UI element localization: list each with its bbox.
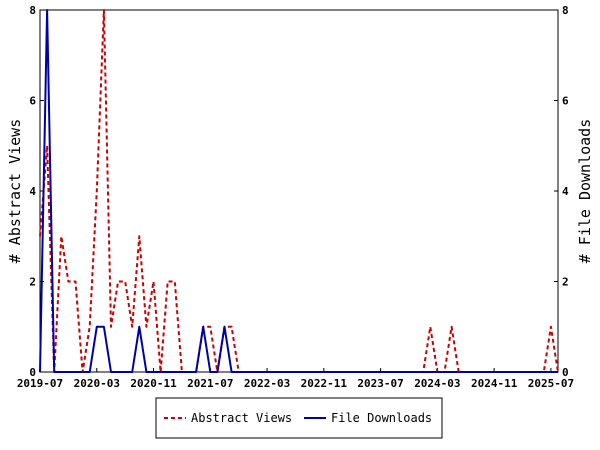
series-line-file-downloads: [39, 9, 558, 373]
y-right-tick-label: 6: [562, 95, 569, 108]
y-right-tick-label: 4: [562, 185, 569, 198]
x-tick-label: 2021-07: [187, 377, 233, 390]
x-tick-label: 2025-07: [528, 377, 574, 390]
y-right-tick-label: 2: [562, 276, 569, 289]
y-left-tick-label: 6: [29, 95, 36, 108]
x-tick-label: 2022-11: [301, 377, 348, 390]
x-tick-label: 2024-11: [471, 377, 518, 390]
x-tick-label: 2022-03: [244, 377, 290, 390]
y-right-tick-label: 0: [562, 366, 569, 379]
legend-label-abstract-views: Abstract Views: [191, 411, 292, 425]
y-left-tick-label: 4: [29, 185, 36, 198]
series-layer: [39, 9, 559, 373]
x-tick-label: 2023-07: [357, 377, 403, 390]
y-right-tick-label: 8: [562, 4, 569, 17]
legend-label-file-downloads: File Downloads: [331, 411, 432, 425]
x-tick-label: 2020-11: [130, 377, 177, 390]
y-left-tick-label: 8: [29, 4, 36, 17]
plot-frame: [39, 9, 559, 373]
legend-box: [155, 397, 443, 439]
x-tick-label: 2024-03: [414, 377, 460, 390]
series-line-abstract-views: [39, 9, 559, 373]
y-right-axis-title: # File Downloads: [576, 119, 594, 264]
x-tick-label: 2019-07: [17, 377, 63, 390]
tick-labels: 0 0 2 2 4 4 6 6 8 8 2019-07 2020-03 2020-11 2021-07 20…: [17, 4, 574, 390]
y-left-tick-label: 0: [29, 366, 36, 379]
y-left-tick-label: 2: [29, 276, 36, 289]
y-left-axis-title: # Abstract Views: [6, 119, 24, 264]
legend: Abstract Views File Downloads: [155, 397, 443, 439]
x-tick-label: 2020-03: [74, 377, 120, 390]
